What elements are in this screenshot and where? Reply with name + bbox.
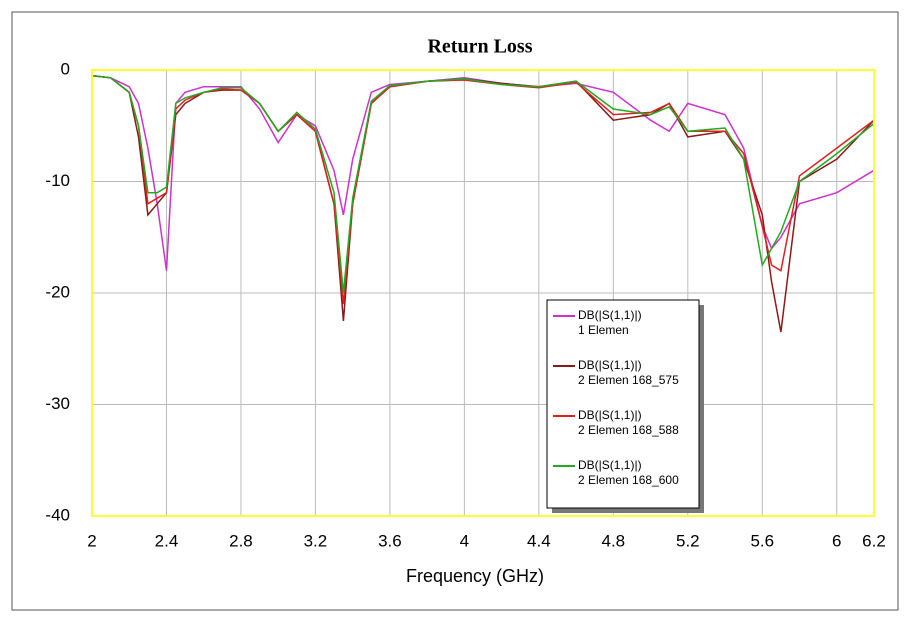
x-tick-label: 4.4 [527,531,551,550]
x-tick-label: 5.6 [750,531,774,550]
y-tick-label: 0 [61,59,70,78]
x-tick-label: 2.8 [229,531,253,550]
legend-label: DB(|S(1,1)|) [578,358,642,372]
x-tick-label: 4.8 [602,531,626,550]
chart: Return Loss Frequency (GHz) DB(|S(1,1)|)… [0,0,912,621]
y-tick-label: -30 [45,394,70,413]
x-tick-label: 2 [87,531,96,550]
x-tick-label: 5.2 [676,531,700,550]
x-tick-label: 3.6 [378,531,402,550]
page: {"chart_data": {"type": "line", "title":… [0,0,912,621]
x-tick-label: 3.2 [304,531,328,550]
x-axis-label: Frequency (GHz) [406,566,544,586]
legend-sublabel: 2 Elemen 168_588 [578,423,679,437]
legend-label: DB(|S(1,1)|) [578,458,642,472]
chart-title: Return Loss [427,36,532,58]
legend-sublabel: 1 Elemen [578,323,629,337]
x-tick-label: 6.2 [862,531,886,550]
chart-frame [12,12,898,610]
legend-label: DB(|S(1,1)|) [578,408,642,422]
y-tick-label: -40 [45,505,70,524]
legend-sublabel: 2 Elemen 168_575 [578,373,679,387]
y-tick-label: -10 [45,171,70,190]
legend-sublabel: 2 Elemen 168_600 [578,473,679,487]
x-tick-label: 4 [460,531,469,550]
legend-label: DB(|S(1,1)|) [578,308,642,322]
x-tick-label: 2.4 [155,531,179,550]
x-tick-label: 6 [832,531,841,550]
y-tick-label: -20 [45,282,70,301]
